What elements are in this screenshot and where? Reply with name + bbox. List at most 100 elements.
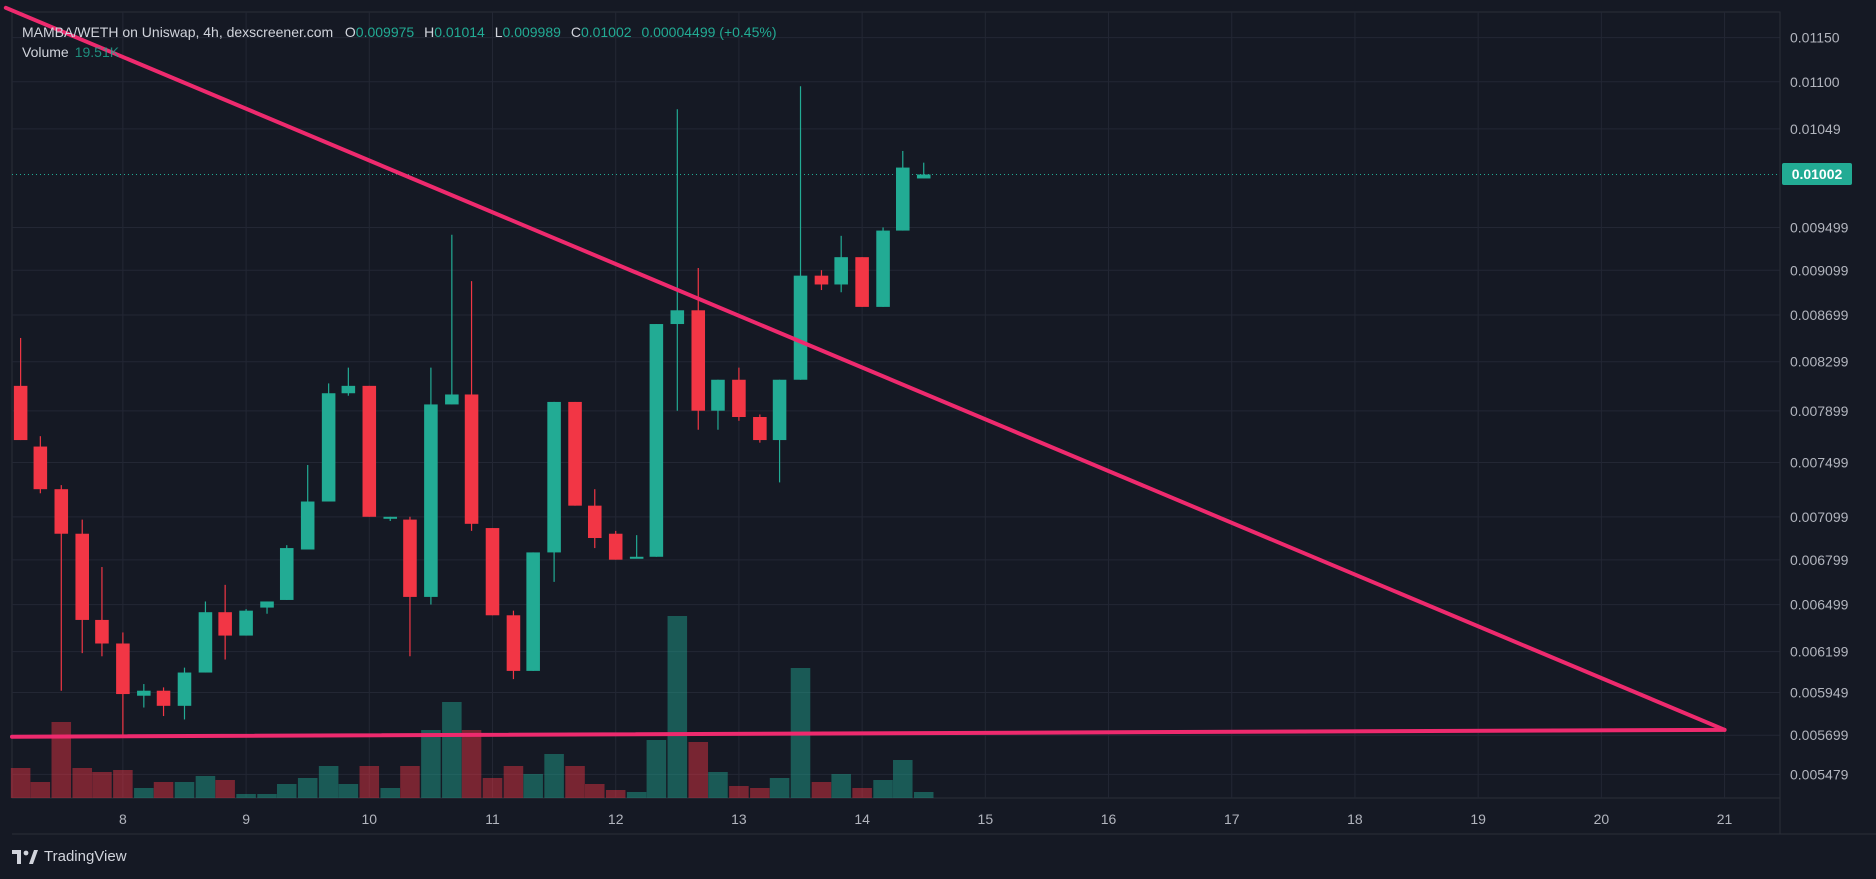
volume-bar: [338, 784, 359, 798]
legend-open-label: O: [344, 24, 356, 40]
candle-body: [834, 257, 848, 285]
volume-bar: [359, 766, 380, 798]
x-tick-label: 16: [1101, 811, 1117, 827]
volume-bar: [769, 778, 790, 798]
candle-body: [218, 612, 232, 636]
legend-high-value: 0.01014: [434, 24, 485, 40]
candle-body: [485, 528, 500, 616]
volume-bar: [667, 616, 688, 798]
volume-bar: [729, 786, 749, 798]
volume-bar: [215, 780, 235, 798]
candle-body: [95, 619, 109, 644]
y-tick-label: 0.005949: [1790, 685, 1849, 701]
trendline-descending-resistance: [3, 5, 1727, 732]
candle-body: [916, 174, 931, 179]
y-tick-label: 0.007099: [1790, 509, 1849, 525]
candle-body: [300, 501, 315, 550]
y-tick-label: 0.008699: [1790, 307, 1849, 323]
volume-bar: [811, 782, 832, 798]
volume-bar: [236, 794, 256, 798]
candle-body: [445, 394, 459, 405]
volume-bar: [750, 788, 770, 798]
volume-bar: [544, 754, 564, 798]
candle-body: [629, 556, 644, 559]
legend-change: 0.00004499 (+0.45%): [641, 24, 777, 40]
volume-bar: [318, 766, 339, 798]
candle-body: [362, 385, 377, 517]
volume-bar: [153, 782, 174, 798]
candle-body: [772, 379, 787, 441]
y-tick-label: 0.009499: [1790, 220, 1849, 236]
volume-bar: [92, 772, 112, 798]
grid: [11, 11, 1781, 799]
volume-bar: [626, 792, 647, 798]
candle-body: [403, 519, 417, 597]
candle-body: [198, 612, 213, 673]
tradingview-brand[interactable]: TradingView: [12, 848, 127, 865]
candle-body: [587, 505, 602, 539]
candle-body: [547, 401, 561, 553]
trendlines: [3, 5, 1727, 739]
candle-body: [137, 690, 151, 696]
x-tick-label: 12: [608, 811, 624, 827]
y-tick-label: 0.005699: [1790, 727, 1849, 743]
legend-ohlc-row: MAMBA/WETH on Uniswap, 4h, dexscreener.c…: [22, 22, 783, 42]
candle-body: [54, 489, 69, 534]
volume-bar: [893, 760, 913, 798]
x-tick-label: 13: [731, 811, 747, 827]
volume-bar: [688, 742, 709, 798]
candle-body: [814, 275, 829, 285]
volume-bars: [10, 616, 934, 798]
volume-bar: [913, 792, 934, 798]
legend-open-value: 0.009975: [355, 24, 415, 40]
candle-body: [279, 548, 294, 600]
plot-border: [11, 11, 1781, 799]
volume-bar: [873, 780, 893, 798]
x-tick-label: 17: [1224, 811, 1240, 827]
y-tick-label: 0.008299: [1790, 354, 1849, 370]
volume-bar: [565, 766, 585, 798]
candle-body: [383, 516, 398, 519]
x-tick-label: 19: [1470, 811, 1486, 827]
current-price-tag: 0.01002: [1782, 163, 1852, 186]
volume-bar: [400, 766, 420, 798]
volume-bar: [297, 778, 318, 798]
legend-volume-value: 19.51K: [74, 44, 120, 60]
chart-legend: MAMBA/WETH on Uniswap, 4h, dexscreener.c…: [22, 22, 783, 62]
candle-body: [670, 310, 685, 325]
volume-bar: [503, 766, 524, 798]
legend-close-label: C: [570, 24, 581, 40]
candle-body: [608, 533, 623, 560]
volume-bar: [646, 740, 667, 798]
y-tick-label: 0.006499: [1790, 597, 1849, 613]
volume-bar: [10, 768, 31, 798]
candle-body: [33, 446, 48, 490]
volume-bar: [134, 788, 154, 798]
candle-body: [753, 417, 767, 441]
candle-body: [341, 385, 356, 394]
candle-body: [526, 552, 540, 671]
volume-bar: [442, 702, 462, 798]
x-tick-label: 8: [119, 811, 127, 827]
candle-body: [876, 230, 890, 307]
x-tick-label: 21: [1717, 811, 1733, 827]
candle-body: [177, 672, 192, 706]
candle-body: [506, 615, 521, 671]
x-tick-label: 20: [1594, 811, 1610, 827]
x-tick-label: 18: [1347, 811, 1363, 827]
candle-body: [464, 394, 479, 524]
candle-body: [896, 167, 910, 231]
y-tick-label: 0.009099: [1790, 262, 1849, 278]
volume-bar: [113, 770, 133, 798]
x-tick-label: 9: [242, 811, 250, 827]
volume-bar: [174, 782, 195, 798]
tradingview-logo-icon: [12, 849, 38, 864]
legend-pair: MAMBA/WETH on Uniswap, 4h, dexscreener.c…: [22, 24, 334, 40]
y-tick-label: 0.007899: [1790, 403, 1849, 419]
volume-bar: [51, 722, 72, 798]
volume-bar: [421, 730, 441, 798]
candle-body: [793, 275, 808, 380]
y-tick-label: 0.006799: [1790, 552, 1849, 568]
